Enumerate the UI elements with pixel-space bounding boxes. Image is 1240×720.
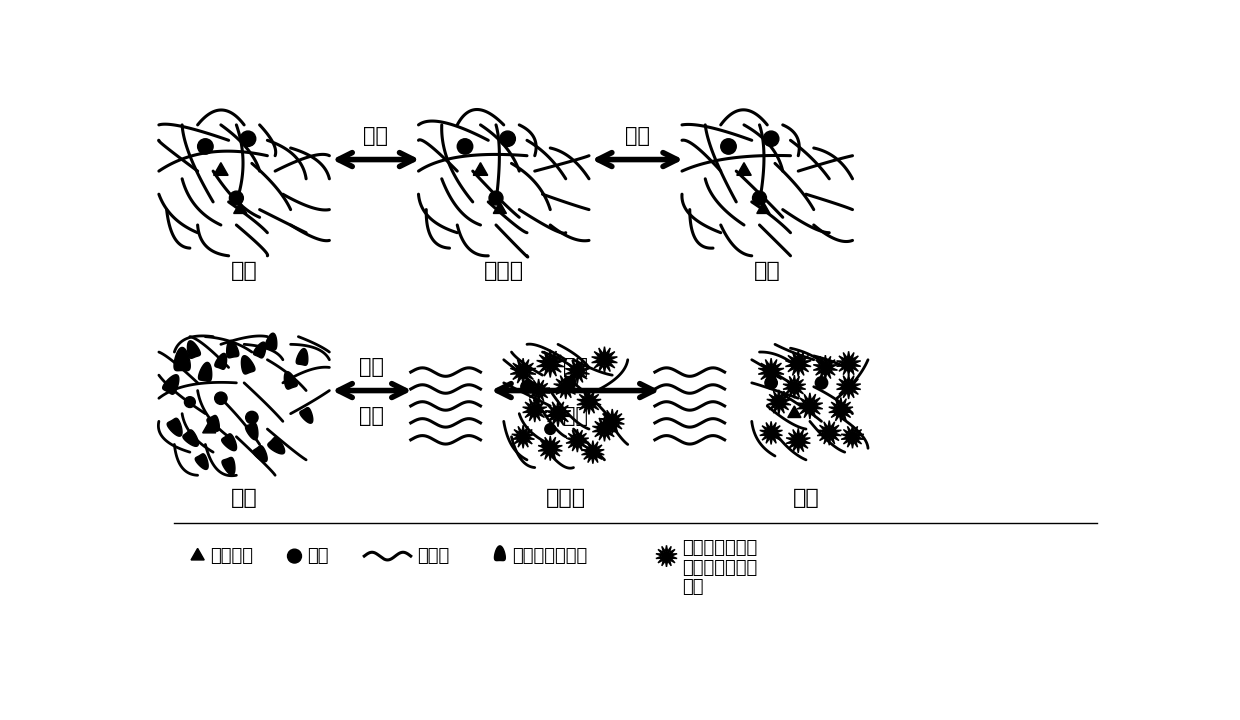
Polygon shape [195, 454, 208, 469]
Circle shape [458, 139, 472, 154]
Text: 粒子: 粒子 [682, 578, 703, 596]
Text: 始态: 始态 [231, 261, 258, 282]
Text: 氨基化纳米粒子: 氨基化纳米粒子 [512, 547, 588, 565]
Text: 电磁: 电磁 [360, 406, 384, 426]
Polygon shape [215, 354, 227, 369]
Polygon shape [187, 341, 201, 359]
Polygon shape [837, 374, 861, 399]
Polygon shape [759, 359, 784, 384]
Polygon shape [253, 446, 267, 462]
Polygon shape [284, 372, 298, 389]
Text: 电磁: 电磁 [563, 406, 588, 426]
Circle shape [229, 191, 243, 205]
Text: 酯键: 酯键 [306, 547, 329, 565]
Circle shape [544, 423, 556, 434]
Text: 中间态: 中间态 [546, 488, 585, 508]
Polygon shape [813, 355, 837, 379]
Polygon shape [202, 421, 216, 433]
Polygon shape [300, 408, 312, 423]
Polygon shape [213, 163, 228, 176]
Polygon shape [837, 351, 861, 376]
Polygon shape [841, 426, 864, 449]
Polygon shape [756, 202, 770, 213]
Polygon shape [167, 418, 182, 436]
Polygon shape [296, 348, 308, 365]
Text: 加热: 加热 [363, 126, 388, 145]
Circle shape [521, 381, 533, 393]
Text: 始态: 始态 [231, 488, 258, 508]
Polygon shape [591, 346, 618, 373]
Polygon shape [222, 457, 234, 475]
Polygon shape [786, 428, 810, 453]
Polygon shape [511, 359, 536, 384]
Text: 终态: 终态 [792, 488, 820, 508]
Polygon shape [246, 423, 258, 440]
Polygon shape [222, 434, 237, 451]
Polygon shape [538, 436, 562, 461]
Text: 终态: 终态 [754, 261, 781, 282]
Polygon shape [785, 351, 811, 377]
Polygon shape [656, 545, 677, 567]
Polygon shape [577, 390, 601, 415]
Polygon shape [766, 390, 791, 415]
Polygon shape [537, 350, 564, 377]
Polygon shape [242, 356, 255, 374]
Text: 微波: 微波 [563, 356, 588, 377]
Polygon shape [797, 393, 822, 419]
Polygon shape [600, 409, 624, 433]
Text: 热的氨基化纳米: 热的氨基化纳米 [682, 559, 758, 577]
Polygon shape [523, 397, 547, 422]
Text: 在外场作用下发: 在外场作用下发 [682, 539, 758, 557]
Polygon shape [565, 429, 589, 452]
Polygon shape [174, 348, 190, 371]
Polygon shape [494, 202, 506, 213]
Circle shape [816, 377, 828, 389]
Polygon shape [512, 426, 534, 449]
Polygon shape [817, 420, 841, 445]
Text: 分子链: 分子链 [417, 547, 449, 565]
Circle shape [765, 377, 777, 389]
Circle shape [241, 131, 255, 146]
Polygon shape [828, 397, 853, 422]
Polygon shape [554, 374, 578, 399]
Polygon shape [760, 421, 782, 444]
Polygon shape [593, 417, 616, 441]
Polygon shape [787, 406, 801, 418]
Polygon shape [565, 359, 589, 384]
Polygon shape [546, 400, 570, 427]
Text: 活性羟基: 活性羟基 [210, 547, 253, 565]
Circle shape [185, 397, 196, 408]
Polygon shape [253, 342, 265, 358]
Circle shape [500, 131, 516, 146]
Polygon shape [182, 430, 198, 446]
Polygon shape [474, 163, 487, 176]
Polygon shape [582, 441, 604, 464]
Polygon shape [207, 415, 219, 431]
Circle shape [489, 191, 503, 205]
Circle shape [753, 191, 766, 205]
Polygon shape [782, 375, 806, 398]
Polygon shape [191, 549, 205, 560]
Polygon shape [162, 374, 179, 395]
Text: 微波: 微波 [360, 356, 384, 377]
Polygon shape [268, 437, 285, 454]
Polygon shape [265, 333, 277, 350]
Circle shape [720, 139, 737, 154]
Circle shape [215, 392, 227, 405]
Polygon shape [495, 546, 505, 561]
Polygon shape [227, 341, 239, 358]
Text: 中间态: 中间态 [484, 261, 523, 282]
Circle shape [246, 411, 258, 423]
Polygon shape [233, 202, 247, 213]
Polygon shape [527, 379, 551, 402]
Polygon shape [737, 163, 751, 176]
Circle shape [563, 377, 575, 389]
Text: 加热: 加热 [625, 126, 650, 145]
Circle shape [197, 139, 213, 154]
Circle shape [764, 131, 779, 146]
Circle shape [288, 549, 301, 563]
Polygon shape [198, 362, 212, 382]
